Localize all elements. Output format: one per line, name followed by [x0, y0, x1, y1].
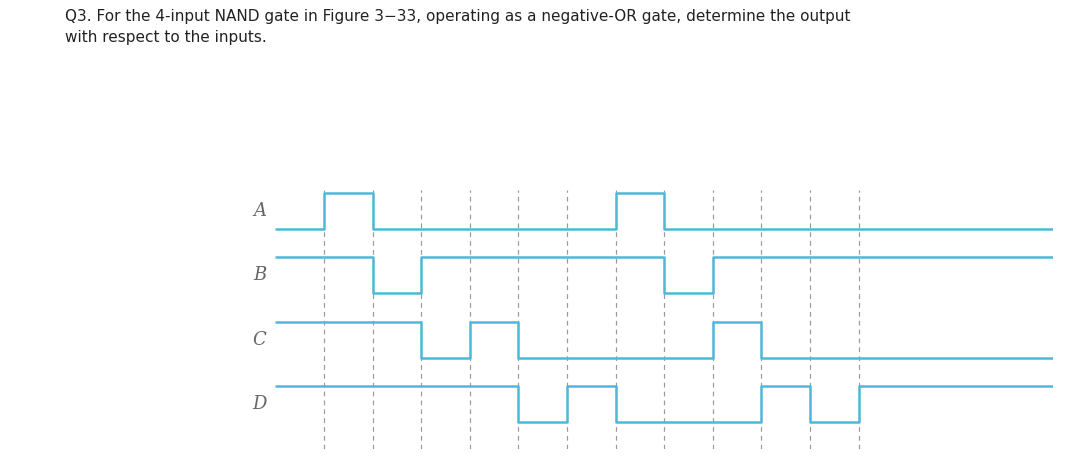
Text: A: A — [253, 202, 266, 220]
Text: C: C — [253, 331, 266, 349]
Text: B: B — [253, 266, 266, 284]
Text: D: D — [252, 395, 266, 413]
Text: Q3. For the 4-input NAND gate in Figure 3−33, operating as a negative-OR gate, d: Q3. For the 4-input NAND gate in Figure … — [65, 9, 850, 45]
